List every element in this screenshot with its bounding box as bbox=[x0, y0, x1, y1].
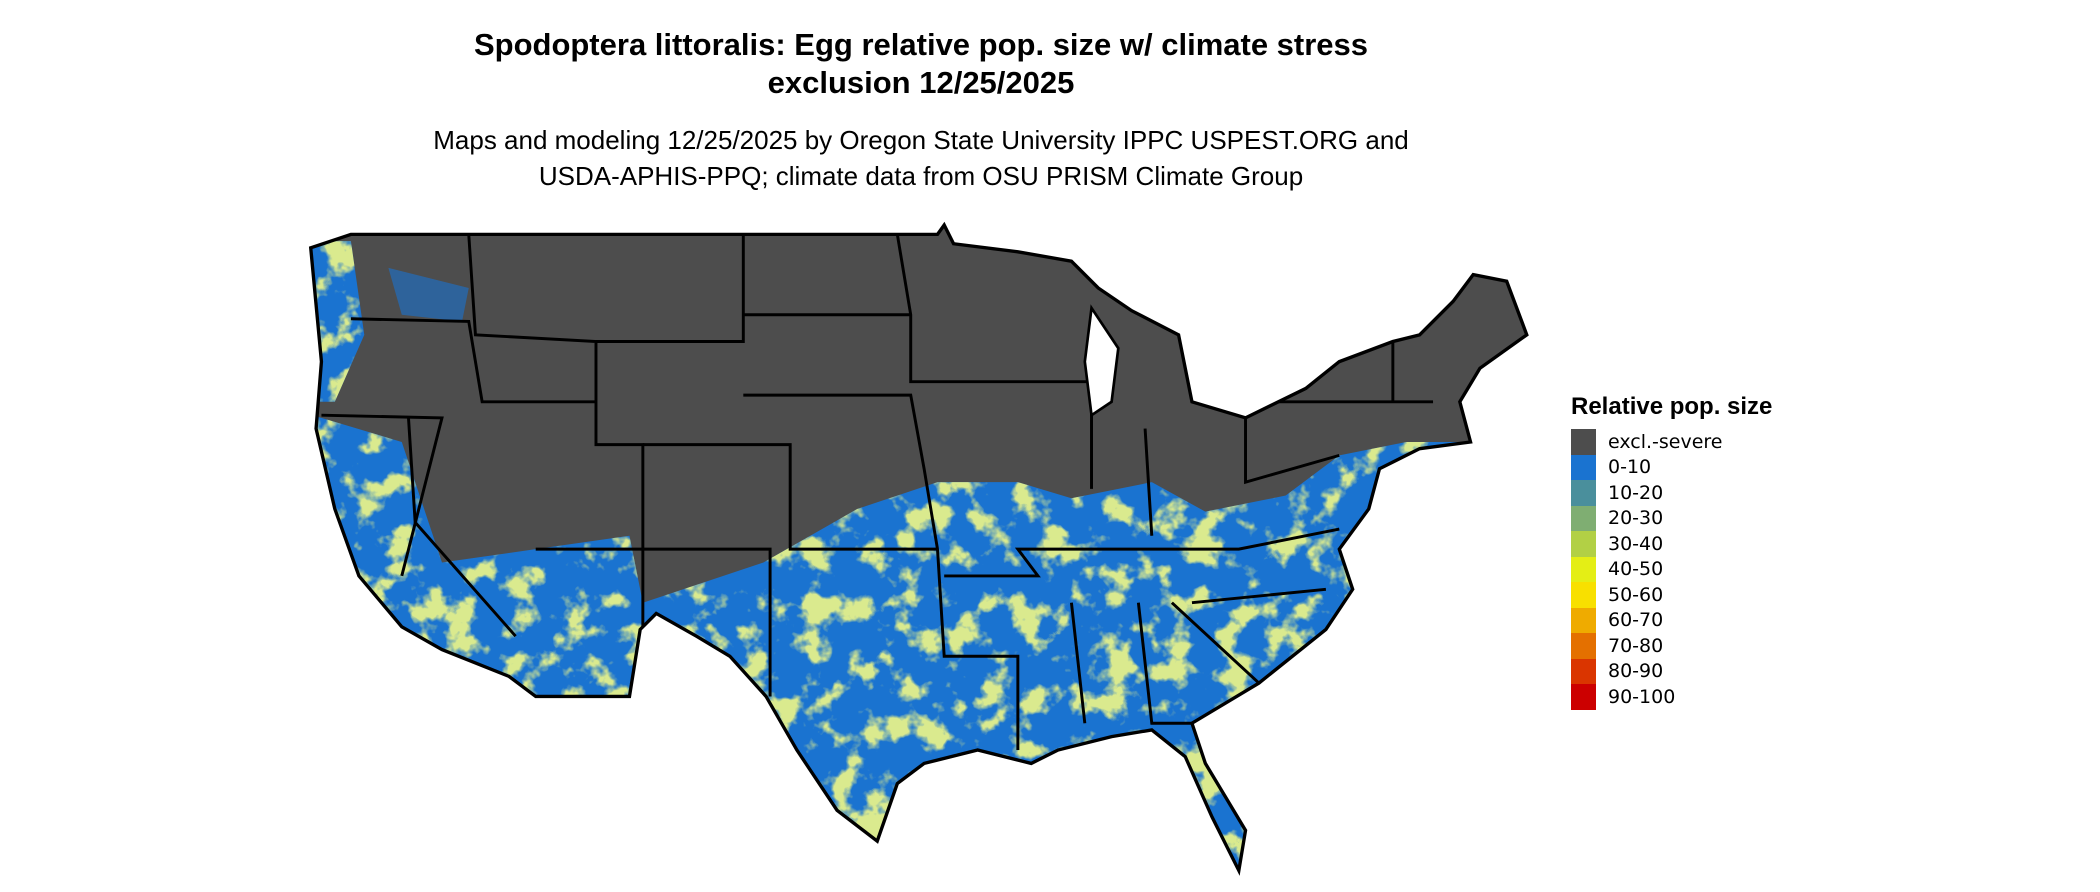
legend-item: 50-60 bbox=[1571, 582, 1772, 608]
legend-item: 90-100 bbox=[1571, 684, 1772, 710]
legend-label: 60-70 bbox=[1608, 609, 1664, 632]
legend: Relative pop. size excl.-severe 0-10 10-20… bbox=[1571, 393, 1772, 710]
legend-swatch bbox=[1571, 556, 1596, 582]
legend-label: 20-30 bbox=[1608, 507, 1664, 530]
legend-swatch bbox=[1571, 454, 1596, 480]
legend-swatch bbox=[1571, 505, 1596, 531]
legend-item: 40-50 bbox=[1571, 556, 1772, 582]
legend-swatch bbox=[1571, 582, 1596, 608]
title-line-1: Spodoptera littoralis: Egg relative pop.… bbox=[473, 27, 1369, 62]
state-borders bbox=[321, 234, 1434, 751]
map-subtitle: Maps and modeling 12/25/2025 by Oregon S… bbox=[0, 122, 1842, 194]
legend-swatch bbox=[1571, 429, 1596, 455]
legend-label: 70-80 bbox=[1608, 634, 1664, 657]
legend-item: 80-90 bbox=[1571, 658, 1772, 684]
legend-item: 60-70 bbox=[1571, 607, 1772, 633]
legend-label: 40-50 bbox=[1608, 558, 1664, 581]
legend-item: 70-80 bbox=[1571, 633, 1772, 659]
legend-label: 30-40 bbox=[1608, 532, 1664, 555]
legend-item: excl.-severe bbox=[1571, 429, 1772, 455]
title-line-2: exclusion 12/25/2025 bbox=[767, 65, 1075, 100]
lake-michigan bbox=[1083, 304, 1120, 418]
subtitle-line-1: Maps and modeling 12/25/2025 by Oregon S… bbox=[433, 125, 1409, 155]
legend-label: 90-100 bbox=[1608, 685, 1676, 708]
legend-item: 10-20 bbox=[1571, 480, 1772, 506]
legend-swatch bbox=[1571, 684, 1596, 710]
legend-label: 50-60 bbox=[1608, 583, 1664, 606]
legend-label: 0-10 bbox=[1608, 456, 1652, 479]
legend-label: 80-90 bbox=[1608, 660, 1664, 683]
legend-swatch bbox=[1571, 480, 1596, 506]
map-title: Spodoptera littoralis: Egg relative pop.… bbox=[0, 26, 1842, 102]
legend-item: 20-30 bbox=[1571, 505, 1772, 531]
legend-label: 10-20 bbox=[1608, 481, 1664, 504]
legend-label: excl.-severe bbox=[1608, 430, 1723, 453]
legend-item: 0-10 bbox=[1571, 454, 1772, 480]
subtitle-line-2: USDA-APHIS-PPQ; climate data from OSU PR… bbox=[538, 161, 1304, 191]
legend-title: Relative pop. size bbox=[1571, 393, 1773, 420]
legend-swatch bbox=[1571, 607, 1596, 633]
legend-swatch bbox=[1571, 658, 1596, 684]
legend-swatch bbox=[1571, 633, 1596, 659]
suitable-region-idaho bbox=[388, 267, 469, 322]
legend-swatch bbox=[1571, 531, 1596, 557]
legend-item: 30-40 bbox=[1571, 531, 1772, 557]
